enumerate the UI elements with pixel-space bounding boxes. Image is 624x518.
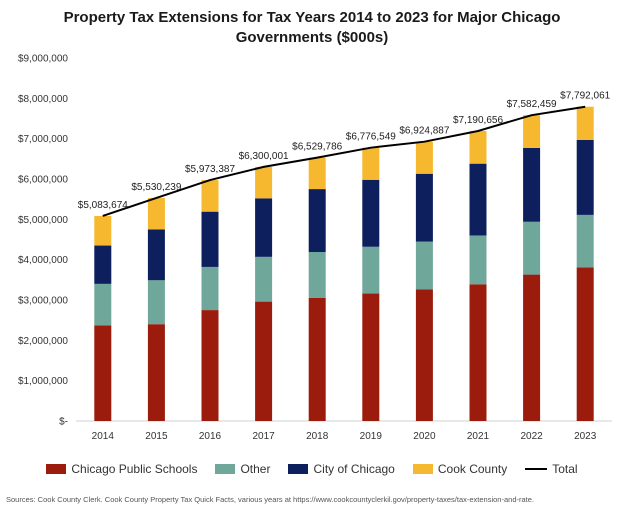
bar-cook-county bbox=[469, 130, 487, 164]
bar-chicago-public-schools bbox=[576, 267, 594, 421]
bar-city-of-chicago bbox=[415, 173, 433, 242]
x-tick-label: 2021 bbox=[467, 431, 490, 442]
bar-cook-county bbox=[362, 147, 380, 180]
chart-title: Property Tax Extensions for Tax Years 20… bbox=[0, 8, 624, 48]
bar-other bbox=[469, 235, 487, 285]
bar-cook-county bbox=[576, 106, 594, 140]
bar-other bbox=[94, 283, 112, 326]
y-tick-label: $2,000,000 bbox=[18, 336, 68, 347]
legend-swatch-total bbox=[525, 468, 548, 470]
total-data-label: $6,924,887 bbox=[399, 126, 449, 137]
y-tick-label: $6,000,000 bbox=[18, 175, 68, 186]
x-tick-label: 2020 bbox=[413, 431, 436, 442]
y-tick-label: $9,000,000 bbox=[18, 54, 68, 65]
y-tick-label: $8,000,000 bbox=[18, 94, 68, 105]
bar-other bbox=[255, 256, 273, 302]
legend-label-other: Other bbox=[240, 462, 271, 476]
bar-city-of-chicago bbox=[576, 139, 594, 215]
legend-swatch-other bbox=[215, 464, 236, 474]
y-tick-label: $5,000,000 bbox=[18, 215, 68, 226]
y-tick-label: $4,000,000 bbox=[18, 255, 68, 266]
bar-chicago-public-schools bbox=[362, 293, 380, 421]
bar-city-of-chicago bbox=[147, 229, 165, 281]
bar-other bbox=[415, 241, 433, 290]
x-tick-label: 2017 bbox=[252, 431, 275, 442]
bar-cook-county bbox=[523, 115, 541, 148]
legend-swatch-cook-county bbox=[412, 464, 433, 474]
bar-other bbox=[147, 280, 165, 325]
legend-label-chicago-public-schools: Chicago Public Schools bbox=[71, 462, 198, 476]
legend-item-chicago-public-schools: Chicago Public Schools bbox=[46, 462, 197, 476]
bar-cook-county bbox=[255, 166, 273, 199]
chart-title-line-1: Property Tax Extensions for Tax Years 20… bbox=[63, 9, 561, 26]
bar-cook-county bbox=[147, 197, 165, 230]
bar-chicago-public-schools bbox=[308, 297, 326, 421]
bar-city-of-chicago bbox=[362, 179, 380, 247]
bar-chicago-public-schools bbox=[201, 310, 219, 421]
bar-other bbox=[201, 266, 219, 311]
total-data-label: $6,300,001 bbox=[239, 151, 289, 162]
bar-cook-county bbox=[94, 215, 112, 246]
x-tick-label: 2023 bbox=[574, 431, 597, 442]
x-tick-label: 2014 bbox=[92, 431, 115, 442]
x-tick-label: 2022 bbox=[520, 431, 543, 442]
total-data-label: $5,083,674 bbox=[78, 200, 128, 211]
x-tick-label: 2015 bbox=[145, 431, 168, 442]
bar-other bbox=[576, 214, 594, 268]
legend-label-cook-county: Cook County bbox=[437, 462, 508, 476]
bar-chicago-public-schools bbox=[147, 324, 165, 421]
bar-chicago-public-schools bbox=[255, 301, 273, 421]
bar-city-of-chicago bbox=[201, 211, 219, 267]
bar-other bbox=[362, 246, 380, 294]
y-tick-label: $7,000,000 bbox=[18, 134, 68, 145]
bar-city-of-chicago bbox=[255, 198, 273, 257]
bar-chicago-public-schools bbox=[94, 325, 112, 421]
x-tick-label: 2016 bbox=[199, 431, 222, 442]
legend-item-other: Other bbox=[215, 462, 270, 476]
legend-label-city-of-chicago: City of Chicago bbox=[313, 462, 395, 476]
chart-legend: Chicago Public Schools Other City of Chi… bbox=[0, 462, 624, 476]
total-data-label: $7,582,459 bbox=[507, 99, 557, 110]
total-data-label: $5,973,387 bbox=[185, 164, 235, 175]
bar-cook-county bbox=[308, 157, 326, 190]
bar-chicago-public-schools bbox=[523, 274, 541, 421]
total-data-label: $7,190,656 bbox=[453, 115, 503, 126]
legend-item-city-of-chicago: City of Chicago bbox=[288, 462, 395, 476]
total-data-label: $5,530,239 bbox=[131, 182, 181, 193]
bar-other bbox=[308, 252, 326, 298]
bar-city-of-chicago bbox=[308, 189, 326, 253]
legend-swatch-chicago-public-schools bbox=[46, 464, 67, 474]
chart-title-line-2: Governments ($000s) bbox=[235, 29, 389, 46]
bar-city-of-chicago bbox=[523, 147, 541, 222]
total-data-label: $6,776,549 bbox=[346, 132, 396, 143]
total-data-label: $6,529,786 bbox=[292, 142, 342, 153]
legend-swatch-city-of-chicago bbox=[288, 464, 309, 474]
legend-label-total: Total bbox=[552, 462, 578, 476]
total-line bbox=[102, 105, 586, 217]
bar-city-of-chicago bbox=[94, 245, 112, 284]
y-tick-label: $1,000,000 bbox=[18, 376, 68, 387]
bar-city-of-chicago bbox=[469, 163, 487, 236]
bar-chicago-public-schools bbox=[415, 289, 433, 421]
bar-cook-county bbox=[415, 141, 433, 174]
bar-other bbox=[523, 221, 541, 275]
x-tick-label: 2019 bbox=[360, 431, 383, 442]
x-tick-label: 2018 bbox=[306, 431, 329, 442]
source-note: Sources: Cook County Clerk. Cook County … bbox=[6, 495, 534, 504]
legend-item-cook-county: Cook County bbox=[412, 462, 508, 476]
y-tick-label: $3,000,000 bbox=[18, 296, 68, 307]
y-tick-label: $- bbox=[59, 417, 68, 428]
bar-chicago-public-schools bbox=[469, 284, 487, 421]
total-data-label: $7,792,061 bbox=[560, 91, 610, 102]
legend-item-total: Total bbox=[525, 462, 578, 476]
bar-cook-county bbox=[201, 180, 219, 212]
